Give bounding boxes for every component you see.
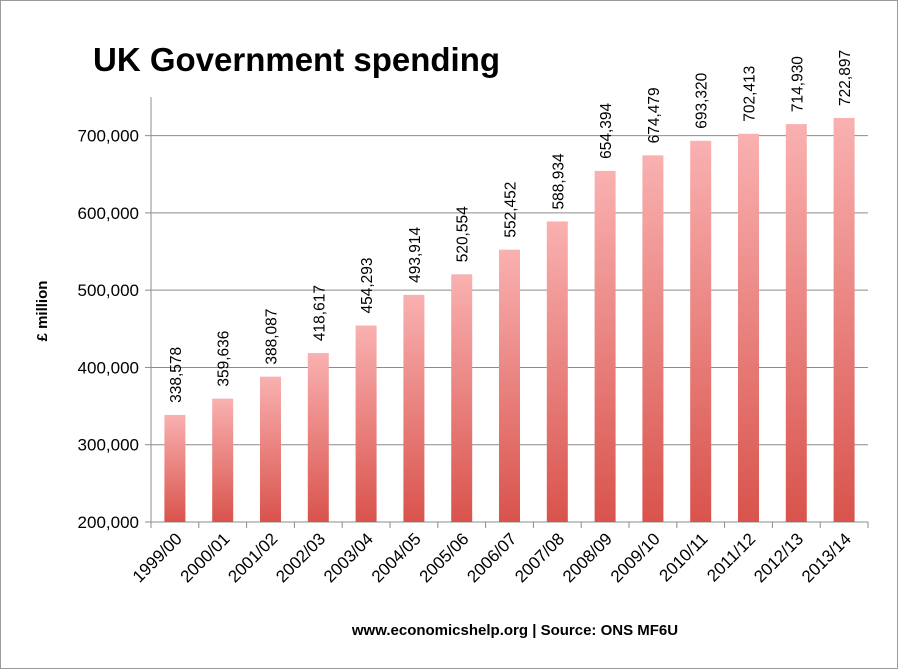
data-label: 722,897 <box>837 50 854 106</box>
bar <box>546 221 568 523</box>
source-note: www.economicshelp.org | Source: ONS MF6U <box>351 622 678 639</box>
x-tick-label: 2006/07 <box>463 529 520 586</box>
y-tick-label: 500,000 <box>78 281 139 300</box>
x-tick-label: 2010/11 <box>656 529 712 585</box>
data-label: 493,914 <box>407 226 424 282</box>
x-axis-ticks: 1999/002000/012001/022002/032003/042004/… <box>129 522 869 586</box>
bar <box>260 376 281 522</box>
data-label: 520,554 <box>455 206 472 262</box>
data-label: 388,087 <box>264 309 281 365</box>
data-label: 359,636 <box>216 331 233 387</box>
bar <box>403 294 425 522</box>
x-tick-label: 2013/14 <box>798 529 855 586</box>
data-label: 338,578 <box>168 347 185 403</box>
x-tick-label: 1999/00 <box>129 529 186 586</box>
x-tick-label: 2007/08 <box>511 529 568 586</box>
data-label: 588,934 <box>550 153 567 209</box>
bar <box>499 249 520 522</box>
x-tick-label: 2009/10 <box>607 529 664 586</box>
bars <box>164 117 855 523</box>
bar <box>212 398 234 522</box>
y-tick-label: 700,000 <box>78 127 139 146</box>
x-tick-label: 2000/01 <box>177 529 234 586</box>
x-tick-label: 2004/05 <box>368 529 425 586</box>
bar <box>785 124 807 522</box>
data-label: 552,452 <box>503 182 520 238</box>
data-label: 714,930 <box>789 56 806 112</box>
x-tick-label: 2008/09 <box>559 529 616 586</box>
y-tick-label: 300,000 <box>78 436 139 455</box>
bar <box>355 325 377 522</box>
bar <box>307 353 329 522</box>
y-tick-label: 400,000 <box>78 358 139 377</box>
x-tick-label: 2001/02 <box>224 529 281 586</box>
bar <box>738 133 759 522</box>
y-axis-label: £ million <box>34 281 51 342</box>
bar <box>690 140 712 522</box>
data-label: 418,617 <box>311 285 328 341</box>
x-tick-label: 2011/12 <box>703 529 759 585</box>
bar <box>594 170 616 522</box>
x-tick-label: 2002/03 <box>272 529 329 586</box>
data-label: 674,479 <box>646 87 663 143</box>
bar <box>642 155 664 523</box>
chart-title: UK Government spending <box>93 41 500 78</box>
y-axis-ticks: 200,000 300,000 400,000 500,000 600,000 700,0… <box>78 127 151 532</box>
data-label: 693,320 <box>694 72 711 128</box>
x-tick-label: 2012/13 <box>750 529 807 586</box>
bar <box>833 117 855 522</box>
data-label: 702,413 <box>742 66 759 122</box>
bar <box>451 274 473 522</box>
bar <box>164 414 186 522</box>
value-labels: 338,578 359,636 388,087 418,617 454,293 493,9… <box>168 50 854 403</box>
data-label: 654,394 <box>598 102 615 158</box>
x-tick-label: 2005/06 <box>416 529 473 586</box>
data-label: 454,293 <box>359 257 376 313</box>
y-tick-label: 600,000 <box>78 204 139 223</box>
y-tick-label: 200,000 <box>78 513 139 532</box>
x-tick-label: 2003/04 <box>320 529 377 586</box>
